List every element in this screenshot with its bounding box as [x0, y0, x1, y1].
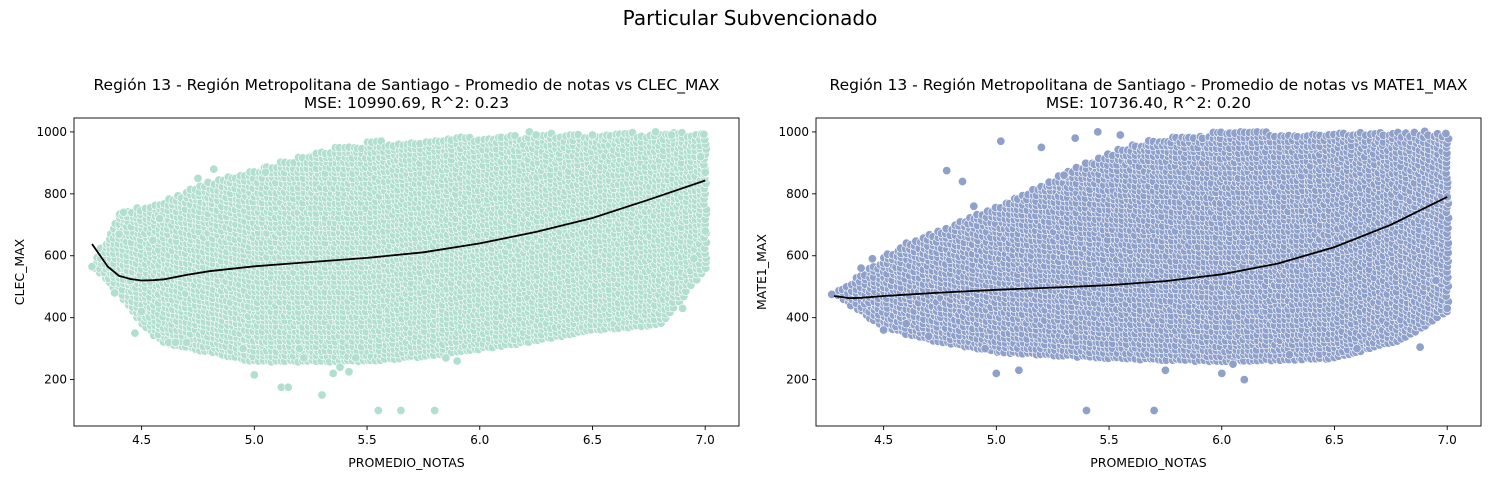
figure-title: Particular Subvencionado — [622, 6, 878, 30]
chart-subtitle-metrics: MSE: 10990.69, R^2: 0.23 — [304, 94, 509, 112]
chart-panel-clec: Región 13 - Región Metropolitana de Sant… — [12, 76, 740, 470]
chart-title: Región 13 - Región Metropolitana de Sant… — [93, 76, 719, 95]
scatter-band — [91, 128, 711, 367]
